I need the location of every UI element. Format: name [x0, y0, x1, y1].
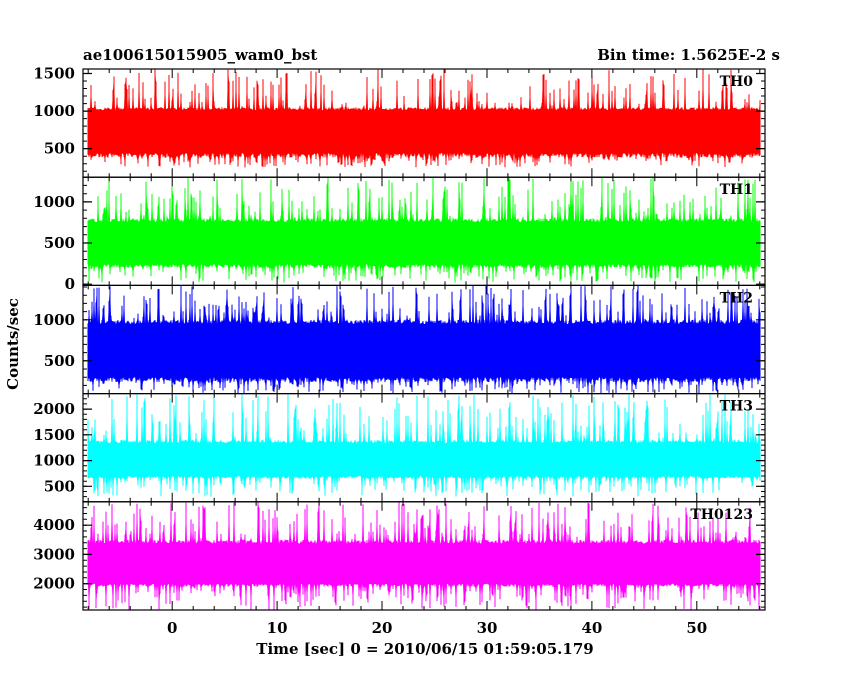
panel-name-label: TH0123: [690, 507, 753, 523]
panel-th3: 500 1000 1500 2000 TH3: [33, 393, 766, 503]
y-axis-label: Counts/sec: [4, 298, 22, 390]
x-ticks-th1: [87, 177, 761, 286]
y-tick-label: 1000: [33, 193, 75, 211]
y-tick-label: 500: [44, 352, 75, 370]
y-tick-label: 2000: [33, 400, 75, 418]
y-tick-label: 1000: [33, 311, 75, 329]
x-tick-label: 40: [581, 619, 602, 637]
chart-title-left: ae100615015905_wam0_bst: [83, 46, 317, 64]
series-line-th0: [87, 69, 761, 168]
x-tick-label: 20: [372, 619, 393, 637]
panel-th1: 0 500 1000 TH1: [33, 176, 766, 293]
x-axis-label: Time [sec] 0 = 2010/06/15 01:59:05.179: [256, 640, 593, 658]
y-tick-label: 4000: [33, 516, 75, 534]
chart-title-right: Bin time: 1.5625E-2 s: [597, 46, 780, 64]
y-tick-label: 500: [44, 477, 75, 495]
x-ticks-th2: [87, 285, 761, 394]
series-line-th2: [87, 285, 761, 394]
x-tick-label: 50: [686, 619, 707, 637]
x-tick-label: 30: [477, 619, 498, 637]
x-axis-tick-labels: 0 10 20 30 40 50: [167, 619, 707, 637]
y-tick-label: 3000: [33, 545, 75, 563]
y-tick-label: 1500: [33, 426, 75, 444]
y-tick-label: 2000: [33, 575, 75, 593]
panel-th0123: 2000 3000 4000 TH0123: [33, 501, 766, 611]
panel-name-label: TH2: [720, 290, 753, 306]
panels-group: 500 1000 1500 TH0 0 500 1000 TH1 500 1000 TH2 500 10…: [33, 65, 766, 611]
panel-name-label: TH1: [720, 182, 753, 198]
y-tick-label: 1500: [33, 65, 75, 83]
panel-name-label: TH0: [720, 74, 754, 90]
x-tick-label: 0: [167, 619, 177, 637]
panel-name-label: TH3: [720, 399, 753, 415]
y-tick-label: 1000: [33, 102, 75, 120]
x-ticks-th0: [87, 69, 761, 178]
series-line-th0123: [87, 502, 761, 610]
y-tick-label: 500: [44, 140, 75, 158]
y-tick-label: 500: [44, 234, 75, 252]
y-tick-label: 0: [65, 275, 75, 293]
panel-th2: 500 1000 TH2: [33, 284, 766, 395]
panel-th0: 500 1000 1500 TH0: [33, 65, 766, 178]
x-tick-label: 10: [267, 619, 288, 637]
x-ticks-th0123: [87, 501, 761, 610]
series-line-th3: [87, 394, 761, 497]
y-tick-label: 1000: [33, 452, 75, 470]
x-ticks-th3: [87, 393, 761, 502]
